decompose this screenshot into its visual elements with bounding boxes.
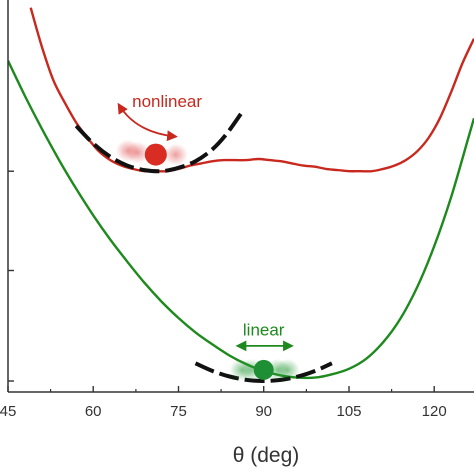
nonlinear-ball-ghost	[163, 143, 188, 166]
nonlinear-ball-ghost	[125, 141, 150, 164]
nonlinear-approximation-dashed-line	[74, 112, 243, 174]
linear-approximation-dashed-line	[194, 361, 333, 384]
nonlinear-ball	[144, 143, 167, 166]
x-axis-title: θ (deg)	[233, 444, 300, 467]
x-tick-label: 45	[0, 403, 16, 420]
x-tick-label: 120	[422, 403, 447, 420]
x-tick-label: 90	[255, 403, 272, 420]
nonlinear-potential-line	[29, 7, 474, 173]
curves-layer	[8, 7, 474, 384]
x-tick-label: 75	[170, 403, 187, 420]
nonlinear-motion-arrow	[117, 102, 178, 142]
x-tick-label: 60	[85, 403, 102, 420]
linear-ball	[253, 359, 274, 380]
linear-ball-ghost	[275, 358, 300, 381]
x-tick-label: 105	[336, 403, 361, 420]
annotations-layer: nonlinear linear	[115, 92, 300, 381]
linear-label: linear	[243, 321, 285, 340]
nonlinear-label: nonlinear	[132, 92, 202, 111]
linear-potential-line	[8, 60, 474, 380]
